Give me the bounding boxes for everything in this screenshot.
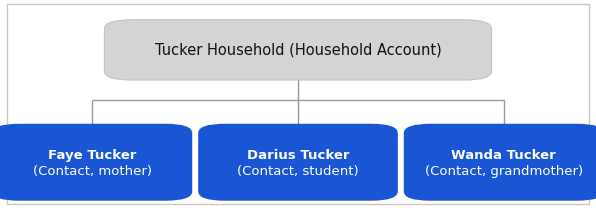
Text: (Contact, mother): (Contact, mother) xyxy=(33,165,152,178)
FancyBboxPatch shape xyxy=(0,124,192,201)
FancyBboxPatch shape xyxy=(7,4,589,204)
Text: Faye Tucker: Faye Tucker xyxy=(48,149,136,162)
Text: Darius Tucker: Darius Tucker xyxy=(247,149,349,162)
FancyBboxPatch shape xyxy=(403,124,596,201)
Text: (Contact, student): (Contact, student) xyxy=(237,165,359,178)
Text: (Contact, grandmother): (Contact, grandmother) xyxy=(424,165,583,178)
FancyBboxPatch shape xyxy=(198,124,398,201)
FancyBboxPatch shape xyxy=(104,20,492,80)
Text: Tucker Household (Household Account): Tucker Household (Household Account) xyxy=(154,42,442,57)
Text: Wanda Tucker: Wanda Tucker xyxy=(451,149,556,162)
